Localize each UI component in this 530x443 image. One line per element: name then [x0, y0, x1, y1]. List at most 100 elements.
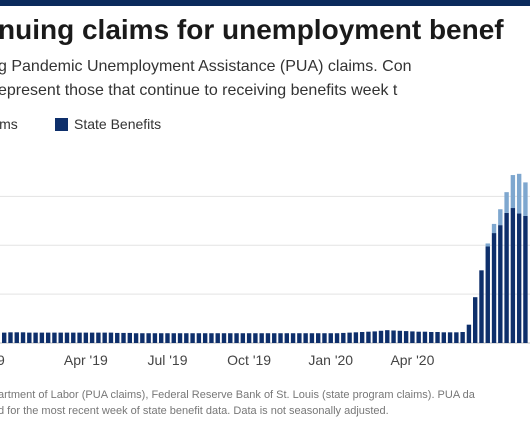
x-tick-label: Apr '19	[64, 352, 108, 368]
legend-item-pua: ims	[0, 116, 18, 132]
legend-swatch-state-benefits	[55, 117, 68, 131]
bar-state-benefits	[14, 332, 19, 343]
bar-state-benefits	[334, 333, 340, 343]
bar-state-benefits	[234, 333, 239, 343]
bar-state-benefits	[228, 333, 233, 343]
bar-state-benefits	[240, 333, 246, 343]
bar-state-benefits	[89, 332, 95, 343]
x-tick-label: Apr '20	[390, 352, 434, 368]
bar-state-benefits	[485, 246, 490, 343]
bar-state-benefits	[322, 333, 327, 343]
bar-state-benefits	[410, 331, 415, 343]
bar-pua	[510, 175, 516, 209]
bar-state-benefits	[102, 332, 107, 343]
bar-state-benefits	[52, 332, 57, 343]
bar-state-benefits	[140, 333, 145, 343]
bar-state-benefits	[159, 333, 164, 343]
x-tick-label: 9	[0, 352, 5, 368]
bar-state-benefits	[171, 333, 176, 343]
bar-state-benefits	[133, 333, 139, 343]
bar-state-benefits	[278, 333, 283, 343]
source-note-line-2: d for the most recent week of state bene…	[0, 405, 389, 417]
x-tick-label: Jul '19	[147, 352, 187, 368]
bar-state-benefits	[209, 333, 214, 343]
bar-state-benefits	[39, 332, 45, 343]
bar-pua	[485, 243, 490, 247]
legend-label-state-benefits: State Benefits	[74, 116, 162, 132]
bar-state-benefits	[297, 333, 302, 343]
bar-state-benefits	[328, 333, 333, 343]
bar-state-benefits	[341, 332, 346, 343]
bar-state-benefits	[454, 332, 459, 343]
bar-state-benefits	[146, 333, 151, 343]
bars-group	[2, 173, 528, 343]
bar-state-benefits	[372, 331, 377, 343]
x-axis-labels: 9 Apr '19 Jul '19 Oct '19 Jan '20 Apr '20	[0, 352, 435, 368]
chart-subtitle-line-2: epresent those that continue to receivin…	[0, 82, 398, 99]
bar-state-benefits	[435, 332, 440, 343]
source-note-line-1: artment of Labor (PUA claims), Federal R…	[0, 389, 475, 401]
bar-state-benefits	[196, 333, 202, 343]
bar-state-benefits	[378, 330, 384, 343]
bar-state-benefits	[366, 331, 371, 343]
bar-state-benefits	[121, 332, 126, 343]
bar-state-benefits	[221, 333, 227, 343]
bar-state-benefits	[316, 333, 321, 343]
bar-state-benefits	[184, 333, 189, 343]
bar-state-benefits	[190, 333, 195, 343]
bar-state-benefits	[27, 332, 32, 343]
header-accent-bar	[0, 0, 530, 6]
bar-state-benefits	[45, 332, 51, 343]
bar-pua	[491, 223, 497, 234]
legend-label-pua: ims	[0, 116, 18, 132]
bar-state-benefits	[403, 331, 409, 343]
gridlines	[0, 195, 530, 344]
bar-state-benefits	[479, 270, 484, 343]
bar-state-benefits	[272, 333, 277, 343]
bar-state-benefits	[115, 332, 120, 343]
bar-pua	[504, 192, 509, 213]
bar-state-benefits	[523, 215, 528, 343]
bar-state-benefits	[64, 332, 70, 343]
bar-state-benefits	[2, 332, 7, 343]
bar-state-benefits	[8, 332, 13, 343]
x-tick-label: Oct '19	[227, 352, 271, 368]
bar-state-benefits	[202, 333, 208, 343]
bar-state-benefits	[441, 332, 446, 343]
bar-state-benefits	[33, 332, 38, 343]
legend-item-state-benefits: State Benefits	[55, 116, 161, 132]
bar-pua	[498, 209, 503, 226]
bar-state-benefits	[177, 333, 183, 343]
bar-state-benefits	[416, 331, 421, 343]
bar-state-benefits	[215, 333, 220, 343]
bar-state-benefits	[309, 333, 315, 343]
bar-state-benefits	[491, 233, 497, 343]
bar-state-benefits	[460, 332, 465, 343]
bar-state-benefits	[265, 333, 271, 343]
x-tick-label: Jan '20	[308, 352, 353, 368]
bar-state-benefits	[83, 332, 89, 343]
bar-state-benefits	[152, 333, 158, 343]
bar-state-benefits	[498, 225, 503, 343]
bar-state-benefits	[303, 333, 308, 343]
bar-state-benefits	[127, 332, 132, 343]
bar-pua	[523, 182, 528, 216]
bar-state-benefits	[391, 330, 396, 343]
bar-state-benefits	[246, 333, 252, 343]
chart-title: nuing claims for unemployment benef	[0, 14, 504, 45]
bar-state-benefits	[510, 208, 516, 343]
bar-state-benefits	[516, 213, 522, 343]
bar-state-benefits	[466, 324, 472, 343]
bar-chart: 9 Apr '19 Jul '19 Oct '19 Jan '20 Apr '20	[0, 173, 530, 368]
bar-pua	[516, 173, 522, 214]
bar-state-benefits	[473, 297, 478, 343]
bar-state-benefits	[284, 333, 289, 343]
bar-state-benefits	[96, 332, 101, 343]
bar-state-benefits	[58, 332, 63, 343]
bar-state-benefits	[353, 332, 359, 343]
bar-state-benefits	[290, 333, 296, 343]
bar-state-benefits	[253, 333, 258, 343]
bar-state-benefits	[422, 331, 428, 343]
bar-state-benefits	[165, 333, 170, 343]
bar-state-benefits	[108, 332, 114, 343]
